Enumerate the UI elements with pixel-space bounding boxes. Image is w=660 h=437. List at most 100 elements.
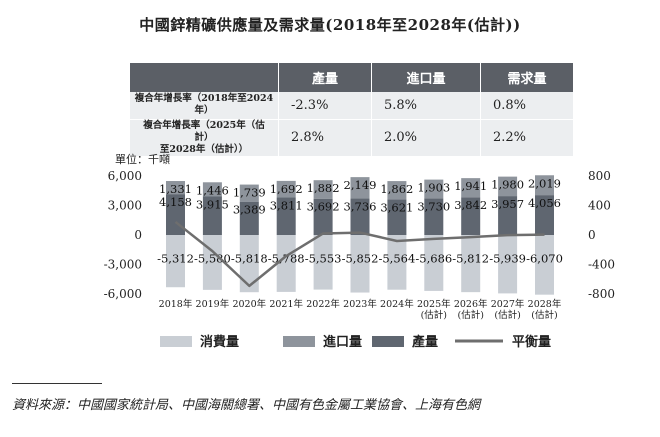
x-tick-label: 2021年 xyxy=(269,298,303,310)
consumption-bar xyxy=(166,235,185,288)
cagr-row-label-line: 複合年增長率（2025年（估計） xyxy=(143,119,265,143)
cagr-header-demand: 需求量 xyxy=(480,63,573,92)
production-bar xyxy=(424,198,444,235)
cagr-value: 0.8% xyxy=(480,92,573,120)
consumption-bar xyxy=(498,235,518,294)
y-left-tick-label: 3,000 xyxy=(108,199,142,213)
cagr-value: 5.8% xyxy=(371,92,481,120)
imports-bar xyxy=(276,180,296,198)
balance-line xyxy=(174,220,545,288)
production-bar xyxy=(387,199,407,235)
unit-label: 單位：千噸 xyxy=(115,153,170,166)
production-bar xyxy=(202,196,222,235)
x-tick-label: 2018年 xyxy=(159,298,193,310)
x-tick-label: (估計) xyxy=(494,309,520,321)
legend-label: 平衡量 xyxy=(512,334,551,350)
cagr-value: 2.2% xyxy=(480,119,573,157)
legend-label: 消費量 xyxy=(200,334,239,350)
y-left-tick-label: -6,000 xyxy=(104,287,142,301)
production-data-label: 3,811 xyxy=(270,199,303,213)
imports-bar xyxy=(387,181,407,200)
consumption-data-label: -5,553 xyxy=(305,252,342,266)
x-tick-label: 2022年 xyxy=(306,298,340,310)
cagr-row-label-line: 至2028年（估計）） xyxy=(159,143,249,155)
imports-bar xyxy=(461,178,481,198)
production-data-label: 3,730 xyxy=(417,199,450,213)
imports-data-label: 1,692 xyxy=(270,182,303,196)
imports-data-label: 2,149 xyxy=(344,178,377,192)
x-tick-label: (估計) xyxy=(457,309,483,321)
cagr-header-blank xyxy=(130,63,279,92)
legend-label: 產量 xyxy=(411,334,438,350)
consumption-bar xyxy=(239,235,259,293)
x-tick-label: 2024年 xyxy=(380,298,414,310)
production-data-label: 4,158 xyxy=(159,195,192,209)
y-right-tick-label: 0 xyxy=(588,228,596,242)
consumption-bar xyxy=(276,235,296,292)
production-bar xyxy=(313,198,333,235)
y-left-tick-label: 0 xyxy=(134,228,142,242)
imports-data-label: 1,739 xyxy=(233,186,266,200)
legend-label: 進口量 xyxy=(323,334,362,350)
consumption-bar xyxy=(313,235,333,290)
production-bar xyxy=(350,198,370,235)
cagr-header-imports: 進口量 xyxy=(371,63,481,92)
legend-swatch xyxy=(160,336,192,347)
chart-title: 中國鋅精礦供應量及需求量(2018年至2028年(估計)) xyxy=(139,16,521,34)
imports-bar xyxy=(202,182,222,197)
y-right-tick-label: 400 xyxy=(588,199,611,213)
production-data-label: 3,736 xyxy=(344,199,377,213)
consumption-bar xyxy=(350,235,370,293)
production-data-label: 3,915 xyxy=(196,198,229,212)
imports-data-label: 2,019 xyxy=(528,176,561,190)
imports-data-label: 1,980 xyxy=(491,178,524,192)
cagr-row-label: 複合年增長率（2018年至2024年） xyxy=(130,92,279,120)
production-data-label: 3,389 xyxy=(233,203,266,217)
consumption-data-label: -5,564 xyxy=(378,252,415,266)
consumption-data-label: -5,788 xyxy=(268,252,305,266)
imports-bar xyxy=(239,184,259,202)
consumption-bar xyxy=(387,235,407,290)
imports-data-label: 1,903 xyxy=(417,181,450,195)
consumption-data-label: -6,070 xyxy=(526,252,563,266)
production-bar xyxy=(276,197,296,235)
x-tick-label: 2023年 xyxy=(343,298,377,310)
x-tick-label: 2028年 xyxy=(528,298,562,310)
imports-data-label: 1,862 xyxy=(380,182,413,196)
consumption-data-label: -5,852 xyxy=(342,252,379,266)
consumption-data-label: -5,818 xyxy=(231,252,268,266)
cagr-row-2025-2028: 複合年增長率（2025年（估計） 至2028年（估計）） 2.8% 2.0% 2… xyxy=(130,119,573,157)
cagr-table-header-row: 產量 進口量 需求量 xyxy=(130,63,573,92)
production-bar xyxy=(239,201,259,235)
x-tick-label: 2027年 xyxy=(491,298,525,310)
consumption-data-label: -5,812 xyxy=(452,252,489,266)
consumption-data-label: -5,686 xyxy=(415,252,452,266)
x-tick-label: 2025年 xyxy=(417,298,451,310)
production-data-label: 3,692 xyxy=(307,200,340,214)
production-data-label: 3,621 xyxy=(380,200,413,214)
imports-data-label: 1,331 xyxy=(159,182,192,196)
production-bar xyxy=(498,196,518,235)
y-right-tick-label: -400 xyxy=(588,258,615,272)
cagr-table: 產量 進口量 需求量 複合年增長率（2018年至2024年） -2.3% 5.8… xyxy=(130,63,573,157)
cagr-value: 2.0% xyxy=(371,119,481,157)
y-right-tick-label: 800 xyxy=(588,169,611,183)
imports-bar xyxy=(166,181,185,195)
y-left-tick-label: 6,000 xyxy=(108,169,142,183)
x-tick-label: 2020年 xyxy=(232,298,266,310)
imports-data-label: 1,882 xyxy=(307,181,340,195)
imports-data-label: 1,446 xyxy=(196,183,229,197)
consumption-data-label: -5,312 xyxy=(157,252,194,266)
cagr-value: -2.3% xyxy=(278,92,372,120)
imports-bar xyxy=(350,177,370,199)
x-tick-label: 2019年 xyxy=(196,298,230,310)
x-tick-label: (估計) xyxy=(531,309,557,321)
production-bar xyxy=(535,195,554,235)
y-right-tick-label: -800 xyxy=(588,287,615,301)
source-note: 資料來源：中國國家統計局、中國海關總署、中國有色金屬工業協會、上海有色網 xyxy=(12,398,481,413)
x-tick-label: 2026年 xyxy=(454,298,488,310)
imports-bar xyxy=(424,179,444,199)
cagr-value: 2.8% xyxy=(278,119,372,157)
y-left-tick-label: -3,000 xyxy=(104,258,142,272)
consumption-data-label: -5,939 xyxy=(489,252,526,266)
